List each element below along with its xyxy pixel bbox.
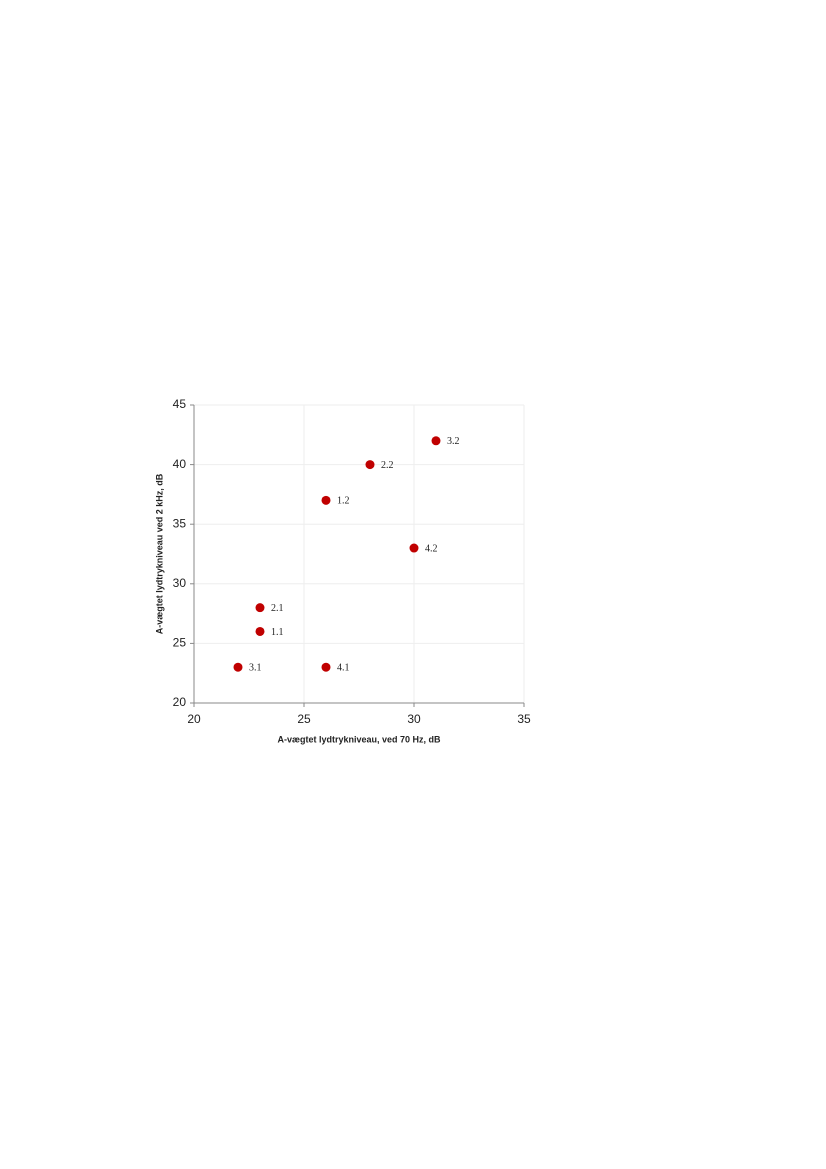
y-tick-label: 30: [173, 576, 187, 590]
point-label: 1.2: [337, 496, 350, 507]
point-label: 1.1: [271, 627, 284, 638]
point-label: 2.1: [271, 603, 284, 614]
point: [233, 662, 243, 672]
point-label: 3.2: [447, 436, 460, 447]
x-tick-label: 25: [297, 712, 311, 726]
y-tick-label: 35: [173, 516, 187, 530]
y-tick-label: 20: [173, 695, 187, 709]
point: [409, 543, 419, 553]
point: [321, 495, 331, 505]
point-label: 2.2: [381, 460, 394, 471]
y-tick-label: 40: [173, 457, 187, 471]
x-axis-label: A-vægtet lydtrykniveau, ved 70 Hz, dB: [277, 734, 441, 744]
y-tick-label: 25: [173, 636, 187, 650]
point: [431, 436, 441, 446]
point-label: 3.1: [249, 663, 262, 674]
x-tick-label: 35: [517, 712, 531, 726]
x-tick-label: 20: [187, 712, 201, 726]
y-axis-label: A-vægtet lydtrykniveau ved 2 kHz, dB: [154, 473, 164, 634]
point-label: 4.1: [337, 663, 350, 674]
y-tick-label: 45: [173, 397, 187, 411]
x-tick-label: 30: [407, 712, 421, 726]
point: [365, 460, 375, 470]
point: [321, 662, 331, 672]
point: [255, 603, 265, 613]
point: [255, 626, 265, 636]
point-label: 4.2: [425, 543, 438, 554]
